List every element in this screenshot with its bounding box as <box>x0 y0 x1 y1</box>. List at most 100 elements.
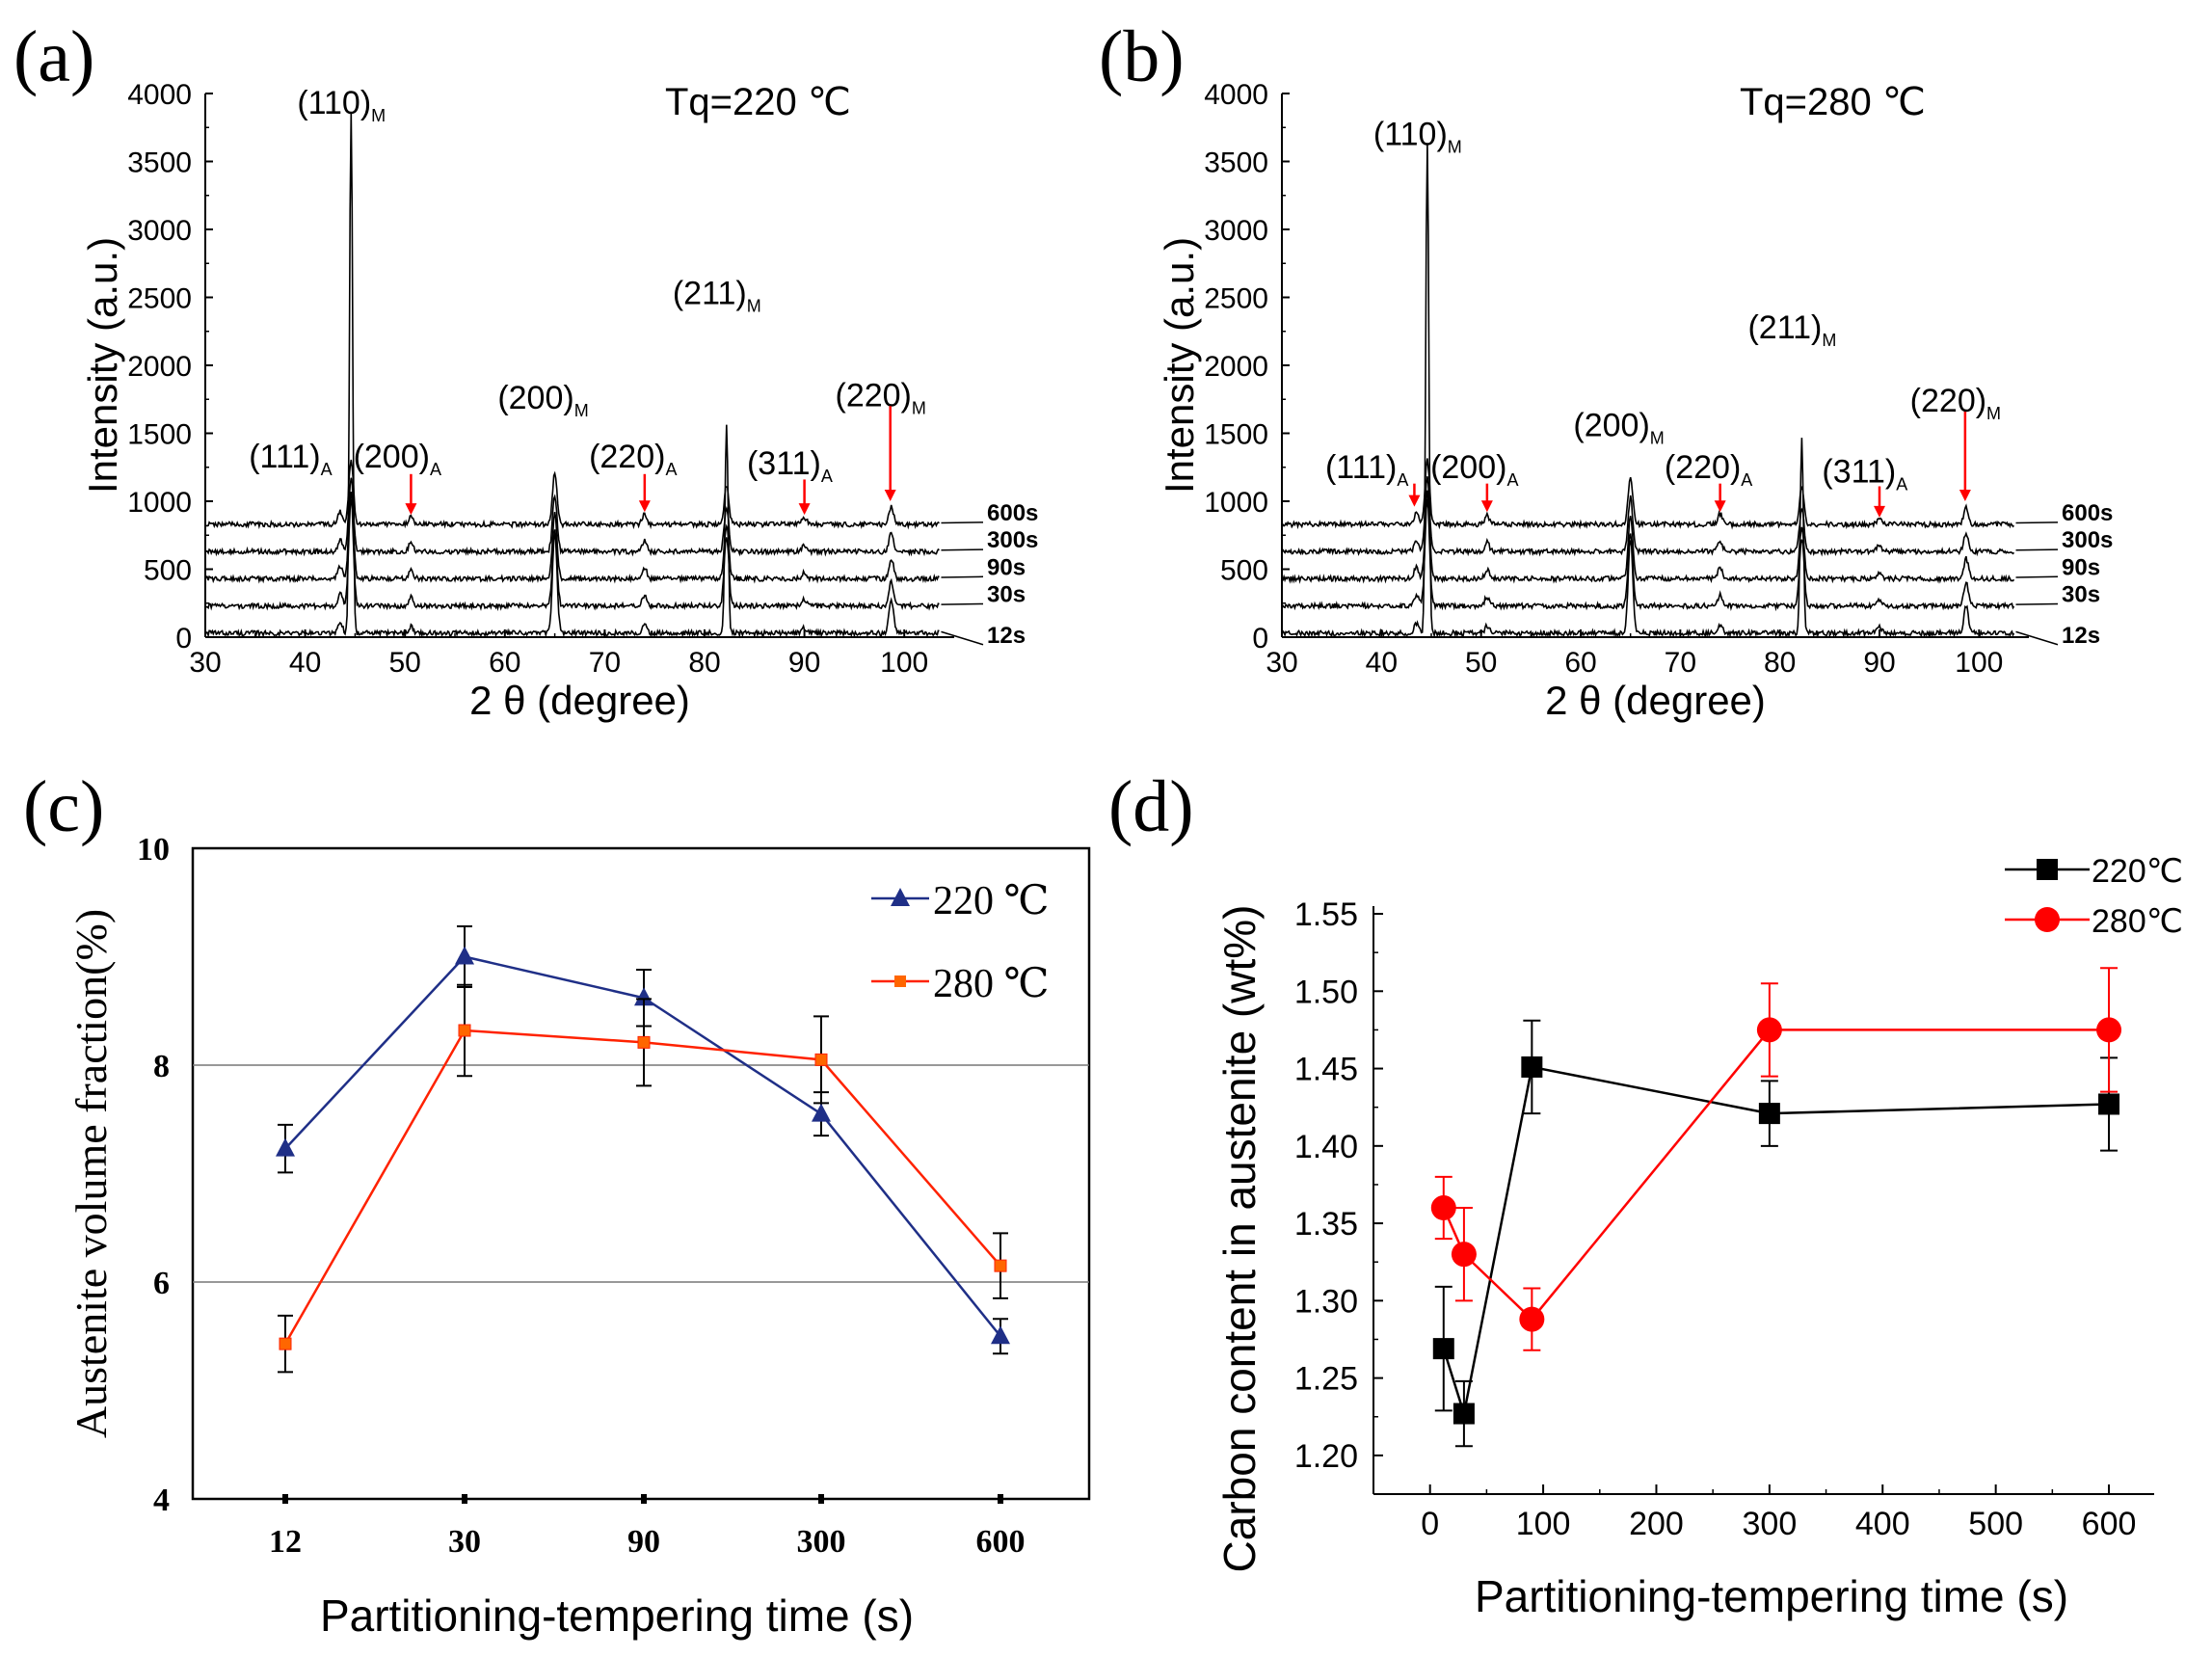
y-tick-label: 3000 <box>1204 215 1268 247</box>
y-tick-label: 3500 <box>1204 147 1268 179</box>
x-tick <box>641 1494 647 1504</box>
x-tick-label: 500 <box>1968 1506 2023 1542</box>
panel-c-volume-fraction-chart: 4 6 8 10 12 30 90 300 600 Partitioning-tempering … <box>67 832 1091 1641</box>
data-point <box>814 1053 828 1066</box>
tq-annotation: Tq=220 ℃ <box>665 81 851 123</box>
spectrum-line-12s <box>204 112 940 639</box>
y-tick-label: 3000 <box>127 215 192 247</box>
spectrum-pointer <box>941 575 984 578</box>
x-tick-label: 100 <box>1516 1506 1571 1542</box>
x-tick-label: 30 <box>448 1524 481 1560</box>
x-tick-label: 90 <box>627 1524 660 1560</box>
x-tick-label: 0 <box>1421 1506 1439 1542</box>
data-point <box>637 1035 651 1049</box>
x-axis-label: Partitioning-tempering time (s) <box>1475 1571 2068 1621</box>
y-tick-label: 1.30 <box>1294 1283 1358 1320</box>
y-tick-label: 1000 <box>1204 487 1268 519</box>
spectrum-label: 90s <box>987 554 1026 580</box>
spectrum-pointer <box>2015 630 2059 646</box>
peak-arrow-head <box>1874 505 1885 518</box>
x-tick-label: 300 <box>797 1524 846 1560</box>
y-tick-label: 1.55 <box>1294 896 1358 933</box>
spectrum-label: 90s <box>2062 554 2100 580</box>
spectrum-pointer <box>941 548 984 551</box>
data-point <box>994 1259 1007 1272</box>
y-tick-label: 1.45 <box>1294 1052 1358 1088</box>
data-point <box>1430 1195 1456 1221</box>
peak-label: (200)M <box>497 380 588 420</box>
spectrum-label: 600s <box>987 500 1038 526</box>
peak-label: (110)M <box>1373 117 1462 157</box>
legend-label: 280 ℃ <box>933 962 1049 1006</box>
spectrum-line-600s <box>1281 458 2015 530</box>
y-tick-label: 2000 <box>1204 351 1268 383</box>
legend-marker <box>891 888 910 906</box>
x-tick-label: 600 <box>2082 1506 2137 1542</box>
data-point <box>1756 1017 1782 1043</box>
legend-marker <box>894 975 906 987</box>
peak-label: (200)M <box>1573 407 1664 447</box>
y-tick-label: 10 <box>137 832 170 868</box>
y-tick-label: 6 <box>153 1266 170 1301</box>
peak-arrow-head <box>638 500 651 513</box>
peak-arrow-head <box>405 503 417 516</box>
peak-arrow-head <box>1480 500 1493 513</box>
peak-label: (211)M <box>1747 309 1836 350</box>
panel-b-label: (b) <box>1099 16 1185 97</box>
y-tick-label: 1.40 <box>1294 1129 1358 1165</box>
peak-arrow-head <box>1959 490 1971 501</box>
x-tick-label: 200 <box>1629 1506 1684 1542</box>
x-tick-label: 600 <box>976 1524 1026 1560</box>
x-tick-label: 100 <box>880 647 928 679</box>
peak-arrow-head <box>798 503 811 516</box>
y-tick-label: 4 <box>153 1483 170 1518</box>
data-point <box>1519 1306 1545 1332</box>
y-tick-label: 0 <box>1252 623 1268 655</box>
x-tick-label: 30 <box>189 647 221 679</box>
peak-label: (220)M <box>836 377 926 417</box>
spectrum-pointer <box>941 630 984 646</box>
peak-label: (111)A <box>1325 449 1408 490</box>
peak-label: (220)A <box>589 439 677 479</box>
peak-label: (200)A <box>1430 449 1518 490</box>
x-tick-label: 80 <box>1764 647 1796 679</box>
data-point <box>1432 1338 1454 1360</box>
x-tick-label: 50 <box>389 647 421 679</box>
y-tick-label: 1500 <box>1204 419 1268 451</box>
panel-c-label: (c) <box>23 766 104 847</box>
y-axis-label: Intensity (a.u.) <box>80 237 125 494</box>
y-tick-label: 500 <box>1220 555 1268 587</box>
x-axis-label: Partitioning-tempering time (s) <box>320 1590 914 1641</box>
x-tick-label: 50 <box>1465 647 1497 679</box>
data-point <box>458 1024 471 1037</box>
panel-b-xrd-chart: 30 40 50 60 70 80 90 10005001000150020002500300… <box>1157 79 2113 723</box>
spectrum-line-12s <box>1281 143 2015 639</box>
spectrum-pointer <box>941 602 984 605</box>
legend-marker <box>2035 907 2060 932</box>
spectrum-label: 30s <box>987 581 1026 607</box>
x-axis-label: 2 θ (degree) <box>1545 678 1766 723</box>
spectrum-line-90s <box>204 492 940 584</box>
spectrum-label: 12s <box>2062 623 2100 649</box>
x-tick-label: 60 <box>1564 647 1596 679</box>
data-point <box>279 1337 292 1350</box>
x-tick-label: 12 <box>269 1524 302 1560</box>
panel-d-carbon-content-chart: 0 100 200 300 400 500 600 1.20 1.25 1.30 1.35 1.40 1… <box>1214 853 2183 1621</box>
x-tick-label: 90 <box>788 647 820 679</box>
spectrum-line-300s <box>1281 476 2015 557</box>
spectrum-label: 12s <box>987 623 1026 649</box>
spectrum-line-30s <box>204 498 940 612</box>
x-tick-label: 40 <box>1366 647 1398 679</box>
spectrum-line-90s <box>1282 490 2015 584</box>
peak-label: (311)A <box>1822 453 1907 494</box>
x-tick <box>282 1494 288 1504</box>
x-tick <box>818 1494 824 1504</box>
peak-label: (211)M <box>673 276 761 316</box>
series-line-280 <box>1442 1029 2110 1322</box>
y-tick-label: 3500 <box>127 147 192 179</box>
panel-a-label: (a) <box>13 16 94 97</box>
y-tick-label: 4000 <box>1204 79 1268 111</box>
y-tick-label: 1000 <box>127 487 192 519</box>
spectrum-line-30s <box>1281 498 2015 612</box>
y-axis-label: Austenite volume fraction(%) <box>67 909 116 1438</box>
